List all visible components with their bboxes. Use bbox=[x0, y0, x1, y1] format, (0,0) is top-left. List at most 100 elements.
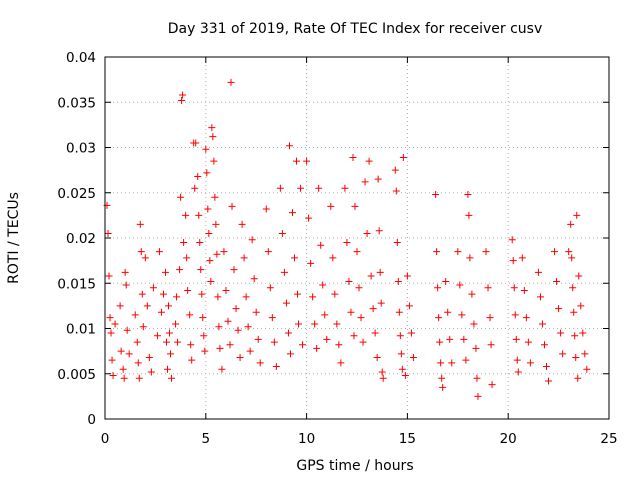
data-point bbox=[363, 229, 371, 237]
data-point bbox=[227, 78, 235, 86]
data-point bbox=[488, 381, 496, 389]
data-point bbox=[218, 365, 226, 373]
data-point bbox=[272, 363, 280, 371]
data-point bbox=[567, 220, 575, 228]
data-point bbox=[543, 363, 551, 371]
data-point bbox=[232, 305, 240, 313]
data-point bbox=[435, 314, 443, 322]
data-point bbox=[145, 353, 153, 361]
data-point bbox=[355, 284, 363, 292]
data-point bbox=[391, 166, 399, 174]
data-point bbox=[524, 338, 532, 346]
data-point bbox=[568, 254, 576, 262]
data-point bbox=[210, 157, 218, 165]
data-point bbox=[579, 329, 587, 337]
data-point bbox=[458, 311, 466, 319]
data-point bbox=[472, 344, 480, 352]
data-point bbox=[108, 356, 116, 364]
data-point bbox=[395, 308, 403, 316]
data-point bbox=[125, 350, 133, 358]
data-point bbox=[204, 205, 212, 213]
data-point bbox=[268, 314, 276, 322]
data-point bbox=[276, 184, 284, 192]
data-point bbox=[439, 383, 447, 391]
data-point bbox=[303, 157, 311, 165]
data-point bbox=[196, 239, 204, 247]
data-point bbox=[522, 314, 530, 322]
data-point bbox=[282, 299, 290, 307]
data-point bbox=[434, 284, 442, 292]
y-tick-label: 0.015 bbox=[57, 276, 96, 292]
data-point bbox=[149, 284, 157, 292]
data-point bbox=[305, 214, 313, 222]
data-point bbox=[222, 286, 230, 294]
data-point bbox=[442, 277, 450, 285]
data-point bbox=[236, 353, 244, 361]
data-point bbox=[137, 248, 145, 256]
data-point bbox=[248, 236, 256, 244]
data-point bbox=[188, 356, 196, 364]
x-tick-label: 10 bbox=[298, 431, 315, 447]
x-tick-label: 5 bbox=[202, 431, 211, 447]
data-point bbox=[401, 372, 409, 380]
data-point bbox=[313, 344, 321, 352]
data-point bbox=[224, 317, 232, 325]
data-point bbox=[220, 248, 228, 256]
data-point bbox=[191, 184, 199, 192]
data-point bbox=[200, 332, 208, 340]
data-point bbox=[396, 332, 404, 340]
data-point bbox=[487, 341, 495, 349]
data-point bbox=[520, 286, 528, 294]
data-point bbox=[557, 329, 565, 337]
data-point bbox=[234, 326, 242, 334]
data-point bbox=[197, 266, 205, 274]
data-point bbox=[141, 254, 149, 262]
data-point bbox=[256, 359, 264, 367]
data-point bbox=[278, 229, 286, 237]
data-point bbox=[209, 133, 217, 141]
data-point bbox=[486, 314, 494, 322]
data-point bbox=[179, 91, 187, 99]
data-point bbox=[162, 338, 170, 346]
data-point bbox=[183, 254, 191, 262]
data-point bbox=[109, 372, 117, 380]
data-point bbox=[208, 124, 216, 132]
y-tick-label: 0.025 bbox=[57, 186, 96, 202]
y-tick-label: 0.02 bbox=[66, 231, 96, 247]
data-point bbox=[153, 332, 161, 340]
data-point bbox=[377, 299, 385, 307]
data-point bbox=[159, 290, 167, 298]
data-point bbox=[321, 311, 329, 319]
data-point bbox=[213, 250, 221, 258]
x-tick-label: 25 bbox=[600, 431, 617, 447]
data-point bbox=[464, 191, 472, 199]
data-point bbox=[349, 153, 357, 161]
data-point bbox=[309, 293, 317, 301]
data-point bbox=[123, 326, 131, 334]
data-point bbox=[104, 229, 112, 237]
data-point bbox=[207, 277, 215, 285]
data-point bbox=[403, 272, 411, 280]
data-point bbox=[436, 338, 444, 346]
data-point bbox=[473, 374, 481, 382]
y-tick-label: 0.03 bbox=[66, 141, 96, 157]
data-point bbox=[119, 365, 127, 373]
data-point bbox=[513, 356, 521, 364]
data-point bbox=[551, 248, 559, 256]
data-point bbox=[468, 290, 476, 298]
data-point bbox=[111, 320, 119, 328]
data-point bbox=[555, 305, 563, 313]
data-point bbox=[192, 139, 200, 147]
data-point bbox=[433, 248, 441, 256]
data-point bbox=[250, 275, 258, 283]
data-point bbox=[365, 157, 373, 165]
data-point bbox=[116, 302, 124, 310]
data-point bbox=[470, 320, 478, 328]
data-point bbox=[369, 305, 377, 313]
data-point bbox=[337, 359, 345, 367]
data-point bbox=[205, 229, 213, 237]
data-point bbox=[121, 268, 129, 276]
data-point bbox=[198, 290, 206, 298]
data-point bbox=[311, 320, 319, 328]
data-point bbox=[454, 248, 462, 256]
